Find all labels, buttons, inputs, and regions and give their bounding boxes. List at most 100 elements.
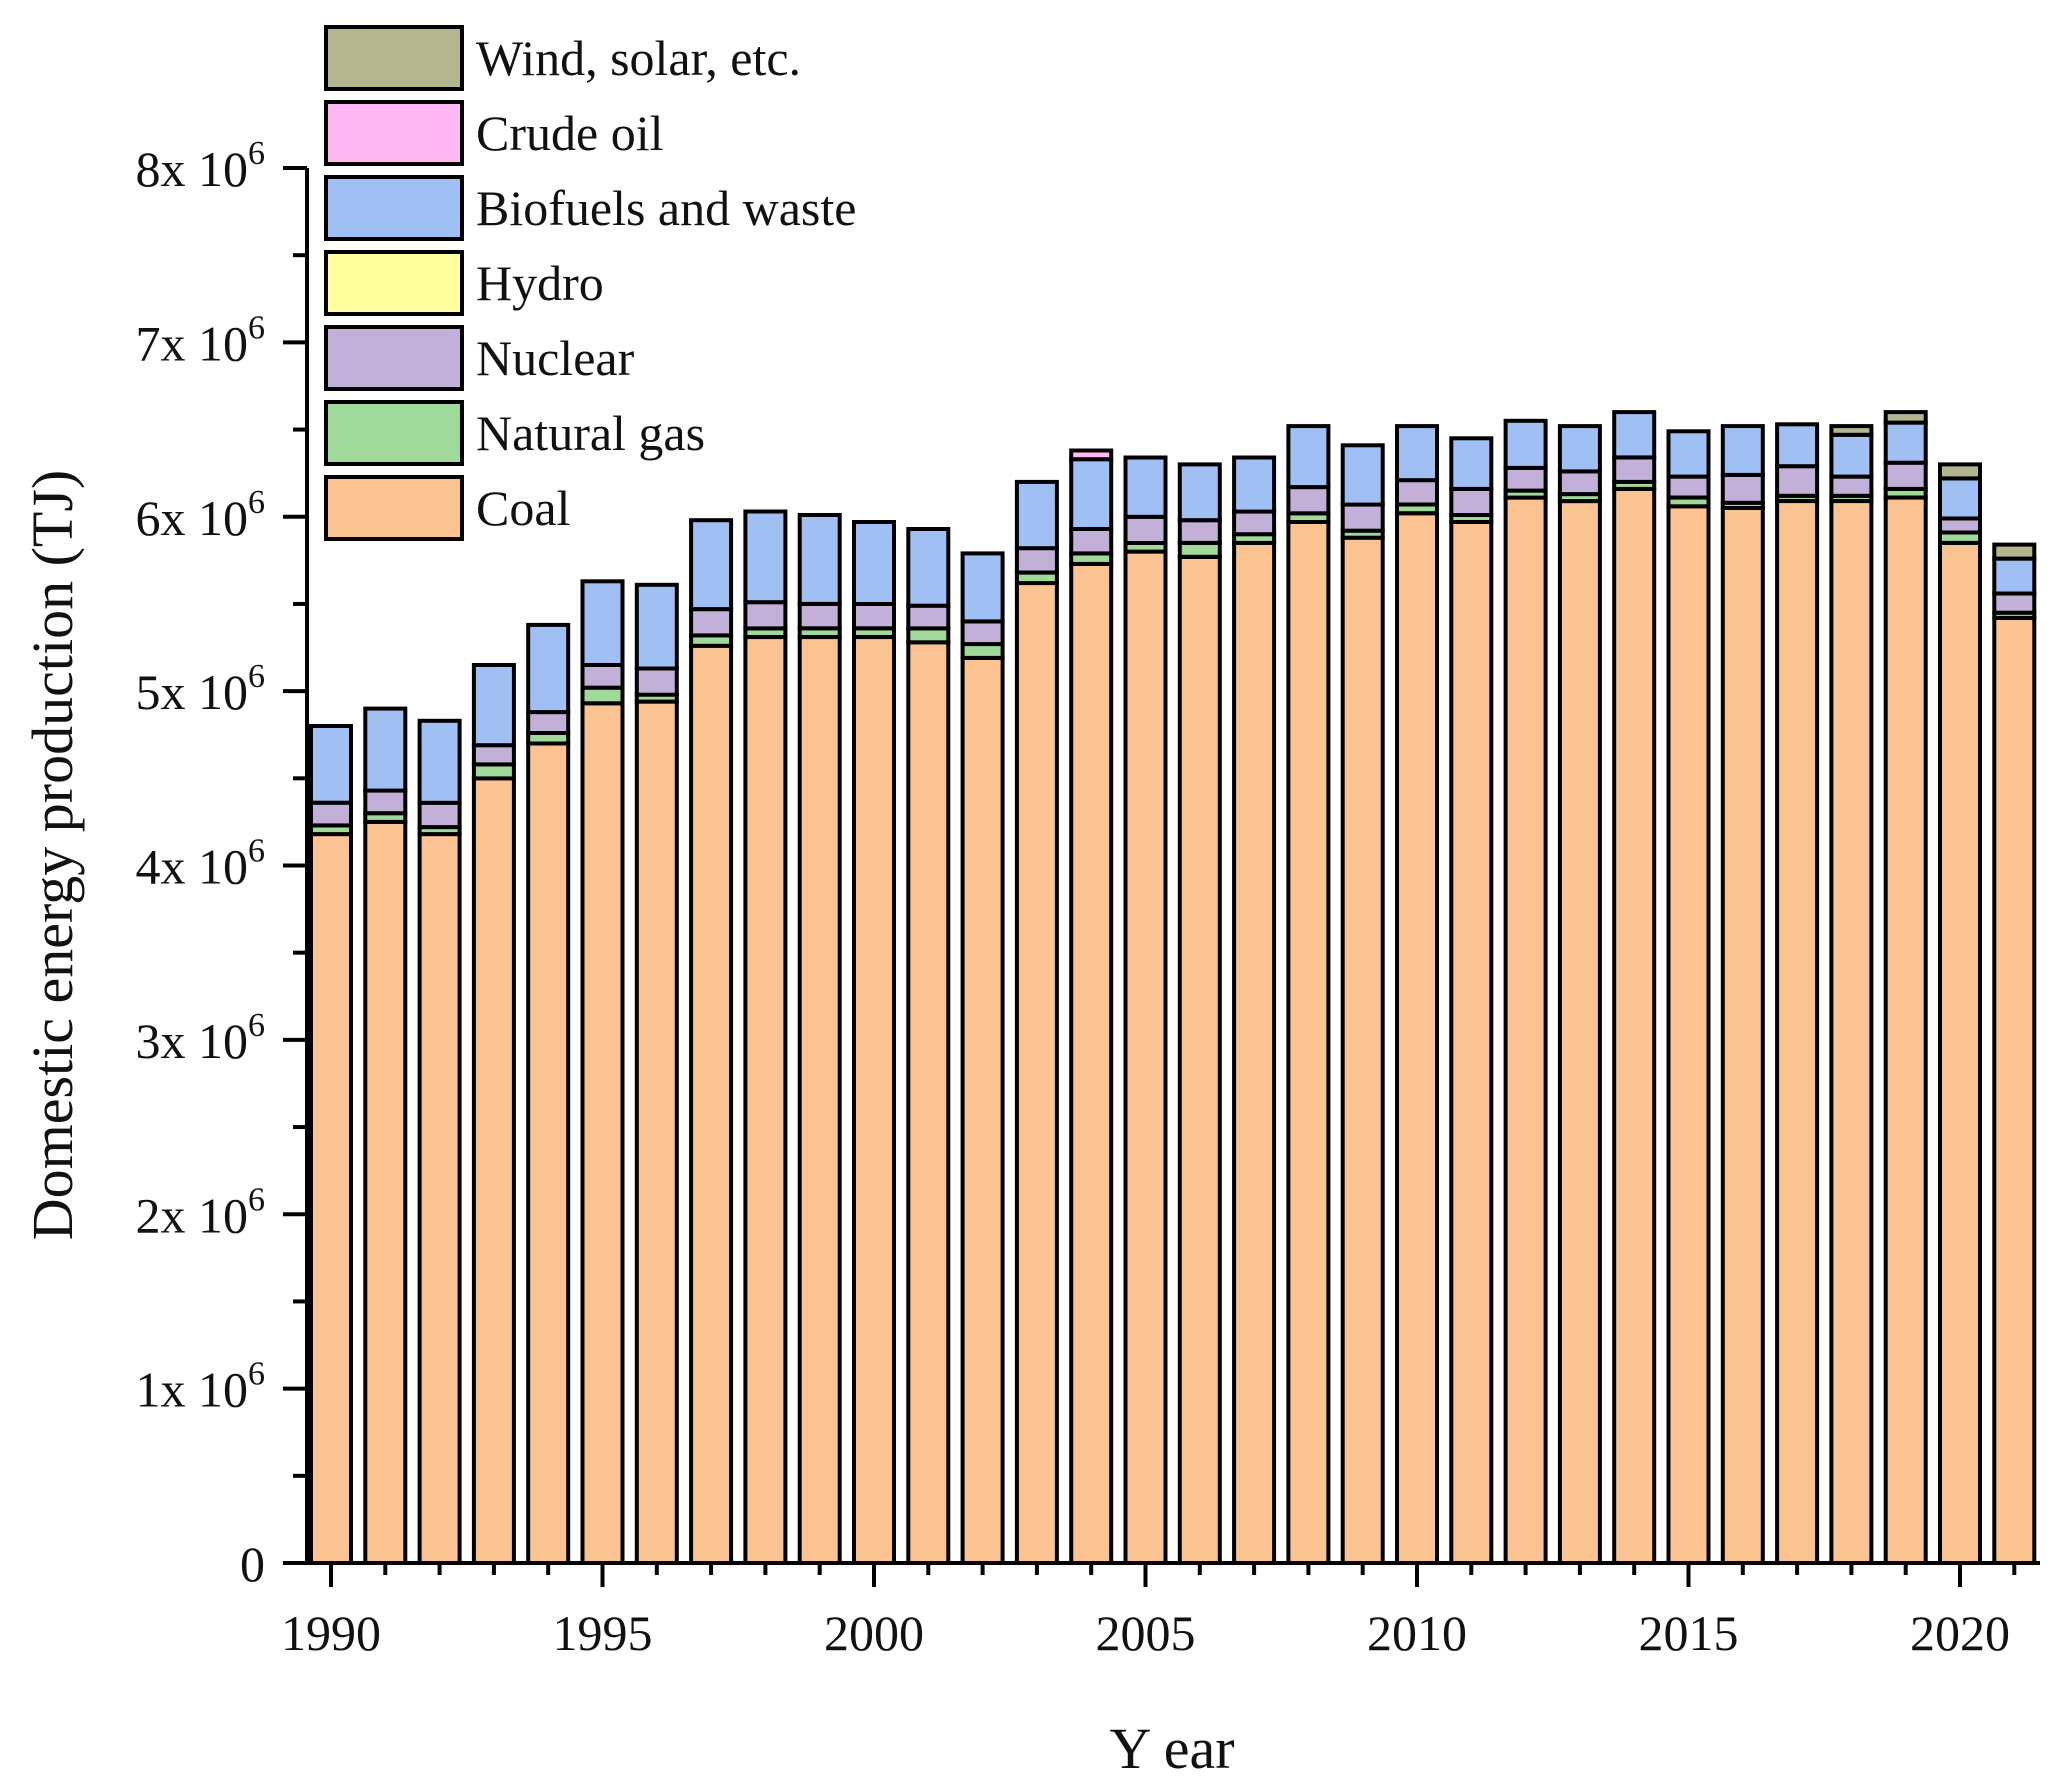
bar-2020-coal [1938,540,1982,1565]
bar-2019-wind-solar-etc [1883,410,1928,425]
bar-1997-coal [689,643,734,1565]
bar-2013-biofuels-and-waste [1557,424,1602,474]
x-ticks-group: 1990 1995 2000 2005 2010 2015 2020 [281,1563,2017,1661]
bar-2001-nuclear [906,603,951,631]
bar-1991-biofuels-and-waste [363,706,408,793]
bar-2002-biofuels-and-waste [960,551,1005,624]
bar-2012-coal [1503,495,1548,1566]
x-axis-title: Y ear [1109,1716,1234,1781]
bar-2017-coal [1775,499,1820,1566]
bar-1995-nuclear [580,663,625,690]
bar-2016-biofuels-and-waste [1720,424,1765,477]
bar-2003-nuclear [1014,546,1059,575]
legend-label-crude-oil: Crude oil [476,105,663,161]
bar-2010-biofuels-and-waste [1395,424,1439,483]
bar-2009-nuclear [1340,502,1385,533]
bar-2021-coal [1992,615,2037,1565]
y-tick-label: 5x 106 [136,658,266,720]
legend-swatch-natural-gas [324,400,464,466]
bar-1990-nuclear [309,800,353,828]
bar-2008-coal [1286,520,1331,1565]
y-tick-label: 8x 106 [136,135,266,197]
bar-2008-nuclear [1286,485,1331,516]
bar-2013-coal [1557,499,1602,1566]
bar-2007-coal [1232,540,1277,1565]
legend: Wind, solar, etc. Crude oil Biofuels and w… [324,25,856,541]
bar-2014-coal [1612,486,1657,1565]
bar-2011-biofuels-and-waste [1449,436,1494,491]
y-tick-label: 3x 106 [136,1007,266,1069]
bar-1996-coal [634,699,679,1565]
legend-swatch-biofuels-and-waste [324,175,464,241]
x-tick-label: 1990 [281,1605,381,1661]
bar-2009-biofuels-and-waste [1340,443,1385,507]
legend-label-biofuels-and-waste: Biofuels and waste [476,180,856,236]
bar-2017-biofuels-and-waste [1775,422,1820,469]
bar-2016-coal [1720,506,1765,1565]
bar-2014-nuclear [1612,455,1657,484]
bar-2001-biofuels-and-waste [906,527,951,608]
bar-2015-nuclear [1666,474,1711,500]
y-tick-label: 6x 106 [136,484,266,546]
bar-2014-biofuels-and-waste [1612,410,1657,460]
bar-2010-coal [1395,511,1439,1565]
bar-1997-biofuels-and-waste [689,518,734,612]
bar-2006-biofuels-and-waste [1177,462,1222,523]
bar-1998-biofuels-and-waste [743,509,788,605]
bar-2019-coal [1883,495,1928,1566]
bar-2015-coal [1666,504,1711,1565]
bar-2018-nuclear [1829,474,1874,498]
x-tick-label: 2015 [1639,1605,1739,1661]
bar-2011-coal [1449,520,1494,1565]
legend-swatch-crude-oil [324,100,464,166]
bar-2004-nuclear [1069,527,1114,556]
y-tick-label: 7x 106 [136,309,266,371]
bar-1993-coal [471,776,516,1565]
legend-swatch-coal [324,475,464,541]
bar-2017-nuclear [1775,464,1820,498]
y-axis-title: Domestic energy production (TJ) [20,470,85,1240]
bar-2020-biofuels-and-waste [1938,476,1982,521]
y-tick-label: 0 [240,1536,265,1592]
bar-2012-biofuels-and-waste [1503,418,1548,470]
bar-1991-coal [363,819,408,1565]
bar-2013-nuclear [1557,469,1602,497]
bar-2004-coal [1069,561,1114,1565]
bar-1993-biofuels-and-waste [471,663,516,748]
bar-2011-nuclear [1449,486,1494,517]
bar-2006-nuclear [1177,518,1222,545]
y-ticks-group: 0 1x 106 2x 106 3x 106 4x 106 5x 106 6x 106 7x … [136,135,307,1592]
x-tick-label: 2000 [824,1605,924,1661]
bar-1998-coal [743,635,788,1565]
bar-1993-natural-gas [471,762,516,781]
bar-2003-biofuels-and-waste [1014,479,1059,551]
bar-1994-nuclear [526,710,571,735]
bar-2020-wind-solar-etc [1938,462,1982,481]
legend-label-nuclear: Nuclear [476,330,635,386]
bar-1990-coal [309,832,353,1565]
legend-label-wind-solar-etc: Wind, solar, etc. [476,30,801,86]
bar-1994-coal [526,741,571,1565]
bar-2006-natural-gas [1177,540,1222,559]
bar-1996-biofuels-and-waste [634,582,679,671]
bar-1992-coal [417,832,462,1565]
bar-1999-biofuels-and-waste [797,513,842,606]
y-tick-label: 2x 106 [136,1181,266,1243]
bar-2002-nuclear [960,619,1005,647]
bar-2007-biofuels-and-waste [1232,455,1277,514]
bar-2002-coal [960,656,1005,1565]
bar-2005-biofuels-and-waste [1123,455,1168,519]
bar-2018-wind-solar-etc [1829,424,1874,437]
bar-2010-nuclear [1395,478,1439,507]
bar-2012-nuclear [1503,465,1548,493]
bar-2004-biofuels-and-waste [1069,457,1114,532]
bar-2008-biofuels-and-waste [1286,424,1331,490]
bar-2015-biofuels-and-waste [1666,429,1711,479]
bar-2009-coal [1340,535,1385,1566]
legend-swatch-nuclear [324,325,464,391]
bar-2000-biofuels-and-waste [852,520,896,606]
bar-1999-nuclear [797,601,842,631]
bar-2021-nuclear [1992,591,2037,615]
bar-2019-biofuels-and-waste [1883,420,1928,465]
bar-2007-nuclear [1232,509,1277,537]
